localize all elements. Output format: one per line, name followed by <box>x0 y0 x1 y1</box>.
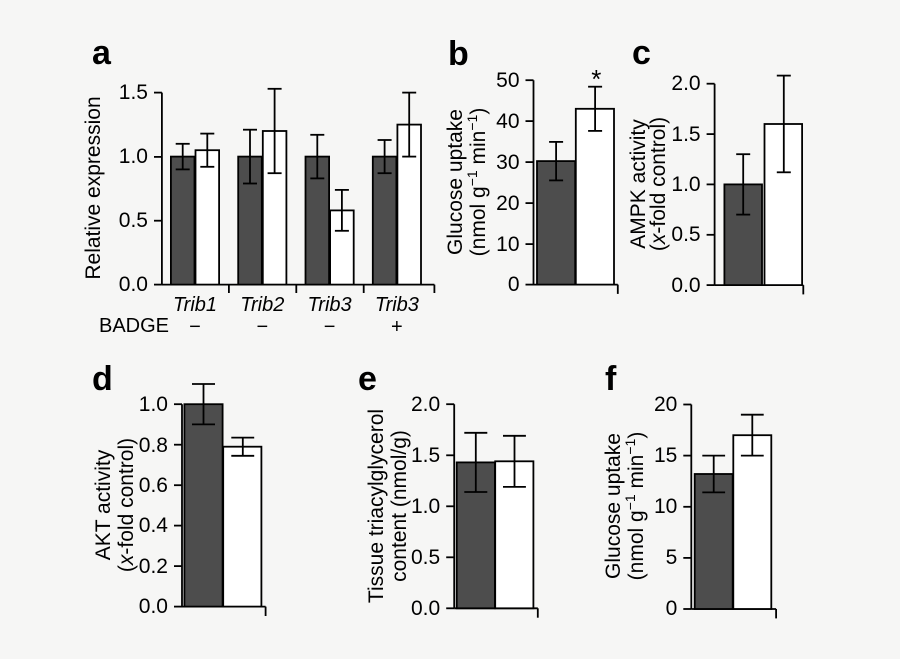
svg-text:15: 15 <box>654 444 677 467</box>
svg-text:−: − <box>256 316 268 338</box>
svg-text:0.0: 0.0 <box>119 273 148 296</box>
svg-text:20: 20 <box>496 192 519 215</box>
svg-text:0.5: 0.5 <box>119 209 148 232</box>
svg-text:Tissue triacylglycerol: Tissue triacylglycerol <box>365 409 388 603</box>
svg-text:Trib3: Trib3 <box>308 294 352 316</box>
svg-text:10: 10 <box>654 495 677 518</box>
svg-text:0: 0 <box>508 273 520 296</box>
svg-text:(nmol g−1 min−1): (nmol g−1 min−1) <box>622 432 648 581</box>
svg-text:1.0: 1.0 <box>411 495 440 518</box>
svg-text:+: + <box>391 316 403 338</box>
svg-text:0.2: 0.2 <box>139 555 168 578</box>
svg-text:0.0: 0.0 <box>671 274 700 297</box>
svg-text:20: 20 <box>654 393 677 416</box>
svg-text:2.0: 2.0 <box>671 72 700 95</box>
svg-text:Trib3: Trib3 <box>375 294 419 316</box>
svg-text:(x-fold control): (x-fold control) <box>115 438 138 572</box>
svg-text:content (nmol/g): content (nmol/g) <box>388 430 411 582</box>
svg-text:Trib2: Trib2 <box>240 294 284 316</box>
svg-text:1.0: 1.0 <box>119 145 148 168</box>
svg-text:0.4: 0.4 <box>139 514 169 537</box>
svg-text:−: − <box>189 316 201 338</box>
svg-text:0.8: 0.8 <box>139 434 168 457</box>
svg-text:−: − <box>324 316 336 338</box>
svg-text:0.5: 0.5 <box>411 546 440 569</box>
svg-text:0.6: 0.6 <box>139 474 168 497</box>
svg-text:Trib1: Trib1 <box>173 294 217 316</box>
svg-text:AKT activity: AKT activity <box>92 449 115 560</box>
svg-text:2.0: 2.0 <box>411 393 440 416</box>
svg-text:0.0: 0.0 <box>139 595 168 618</box>
svg-text:BADGE: BADGE <box>99 315 169 337</box>
svg-text:0.5: 0.5 <box>671 223 700 246</box>
svg-text:(x-fold control): (x-fold control) <box>647 117 670 251</box>
svg-text:50: 50 <box>496 69 519 92</box>
svg-text:Relative expression: Relative expression <box>82 96 105 279</box>
svg-text:40: 40 <box>496 110 519 133</box>
svg-text:10: 10 <box>496 233 519 256</box>
svg-text:5: 5 <box>666 546 678 569</box>
svg-text:0.0: 0.0 <box>411 597 440 620</box>
svg-text:1.5: 1.5 <box>119 81 148 104</box>
svg-text:1.0: 1.0 <box>671 173 700 196</box>
svg-text:1.5: 1.5 <box>411 444 440 467</box>
svg-text:(nmol g−1 min−1): (nmol g−1 min−1) <box>464 108 490 257</box>
svg-text:1.0: 1.0 <box>139 393 168 416</box>
svg-text:1.5: 1.5 <box>671 123 700 146</box>
svg-text:30: 30 <box>496 151 519 174</box>
svg-text:0: 0 <box>666 597 678 620</box>
svg-text:*: * <box>591 64 601 94</box>
